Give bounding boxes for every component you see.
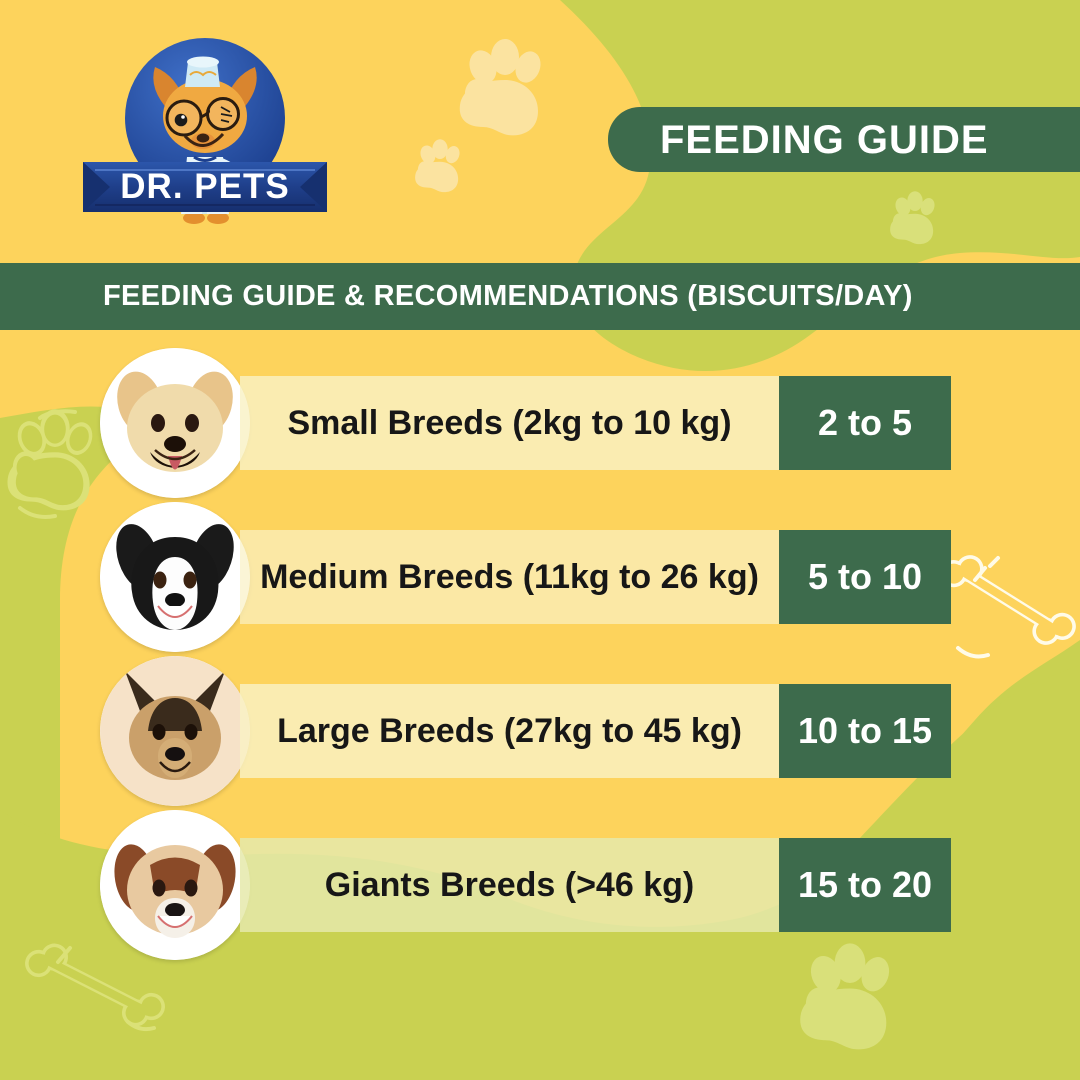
svg-text:DR. PETS: DR. PETS [120,167,289,206]
